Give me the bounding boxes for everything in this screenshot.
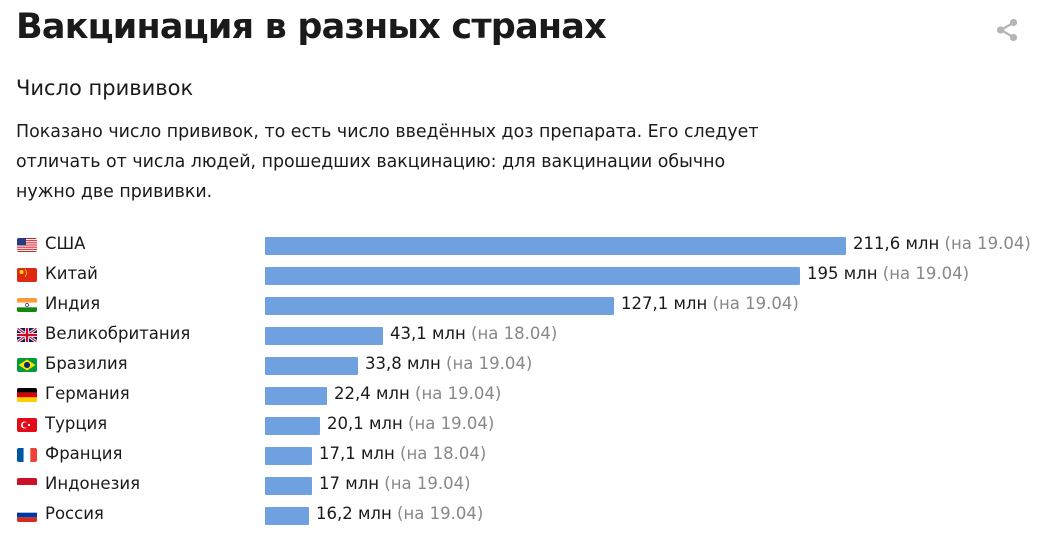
- flag-id-icon: [17, 478, 37, 492]
- flag-gb-icon: [17, 328, 37, 342]
- data-label: 43,1 млн (на 18.04): [390, 324, 557, 343]
- flag-de-icon: [17, 388, 37, 402]
- chart-row: Франция 17,1 млн (на 18.04): [0, 440, 1037, 470]
- category-label: Индонезия: [45, 474, 140, 493]
- bar: [265, 447, 312, 465]
- category-label: Китай: [45, 264, 98, 283]
- data-label: 16,2 млн (на 19.04): [316, 504, 483, 523]
- value-label: 17,1 млн: [319, 444, 395, 463]
- page-title: Вакцинация в разных странах: [16, 7, 607, 47]
- chart-row: Россия 16,2 млн (на 19.04): [0, 500, 1037, 530]
- data-label: 17,1 млн (на 18.04): [319, 444, 486, 463]
- flag-cn-icon: [17, 268, 37, 282]
- date-label: (на 19.04): [712, 294, 799, 313]
- description-line: отличать от числа людей, прошедших вакци…: [16, 152, 726, 172]
- value-label: 195 млн: [807, 264, 878, 283]
- date-label: (на 19.04): [408, 414, 495, 433]
- category-label: Индия: [45, 294, 101, 313]
- category-label: Великобритания: [45, 324, 191, 343]
- category-label: Франция: [45, 444, 123, 463]
- data-label: 127,1 млн (на 19.04): [621, 294, 799, 313]
- value-label: 33,8 млн: [365, 354, 441, 373]
- category-label: Россия: [45, 504, 104, 523]
- category-label: Бразилия: [45, 354, 128, 373]
- value-label: 22,4 млн: [334, 384, 410, 403]
- data-label: 22,4 млн (на 19.04): [334, 384, 501, 403]
- data-label: 20,1 млн (на 19.04): [327, 414, 494, 433]
- bar: [265, 477, 312, 495]
- description-line: нужно две прививки.: [16, 182, 213, 202]
- chart-row: Бразилия 33,8 млн (на 19.04): [0, 350, 1037, 380]
- value-label: 43,1 млн: [390, 324, 466, 343]
- bar: [265, 237, 846, 255]
- chart-row: США 211,6 млн (на 19.04): [0, 230, 1037, 260]
- chart-row: Индонезия 17 млн (на 19.04): [0, 470, 1037, 500]
- chart-subtitle: Число прививок: [16, 76, 194, 100]
- date-label: (на 19.04): [397, 504, 484, 523]
- date-label: (на 19.04): [882, 264, 970, 283]
- value-label: 211,6 млн: [853, 234, 940, 253]
- date-label: (на 18.04): [471, 324, 558, 343]
- share-icon[interactable]: [994, 17, 1020, 43]
- data-label: 195 млн (на 19.04): [807, 264, 969, 283]
- value-label: 127,1 млн: [621, 294, 708, 313]
- data-label: 17 млн (на 19.04): [319, 474, 471, 493]
- date-label: (на 19.04): [415, 384, 502, 403]
- value-label: 17 млн: [319, 474, 380, 493]
- description-line: Показано число прививок, то есть число в…: [16, 122, 759, 142]
- bar: [265, 417, 320, 435]
- chart-row: Великобритания 43,1 млн (на 18.04): [0, 320, 1037, 350]
- flag-fr-icon: [17, 448, 37, 462]
- bar: [265, 387, 327, 405]
- category-label: Германия: [45, 384, 130, 403]
- chart-row: Китай 195 млн (на 19.04): [0, 260, 1037, 290]
- bar: [265, 267, 800, 285]
- flag-us-icon: [17, 238, 37, 252]
- bar: [265, 357, 358, 375]
- flag-ru-icon: [17, 508, 37, 522]
- bar: [265, 327, 383, 345]
- value-label: 20,1 млн: [327, 414, 403, 433]
- date-label: (на 19.04): [384, 474, 471, 493]
- bar: [265, 507, 309, 525]
- flag-in-icon: [17, 298, 37, 312]
- data-label: 33,8 млн (на 19.04): [365, 354, 532, 373]
- chart-row: Индия 127,1 млн (на 19.04): [0, 290, 1037, 320]
- chart-row: Турция 20,1 млн (на 19.04): [0, 410, 1037, 440]
- data-label: 211,6 млн (на 19.04): [853, 234, 1031, 253]
- date-label: (на 18.04): [400, 444, 487, 463]
- bar: [265, 297, 614, 315]
- date-label: (на 19.04): [944, 234, 1031, 253]
- category-label: США: [45, 234, 86, 253]
- flag-br-icon: [17, 358, 37, 372]
- category-label: Турция: [45, 414, 108, 433]
- chart-description: Показано число прививок, то есть число в…: [16, 117, 776, 207]
- flag-tr-icon: [17, 418, 37, 432]
- value-label: 16,2 млн: [316, 504, 392, 523]
- chart-row: Германия 22,4 млн (на 19.04): [0, 380, 1037, 410]
- date-label: (на 19.04): [446, 354, 533, 373]
